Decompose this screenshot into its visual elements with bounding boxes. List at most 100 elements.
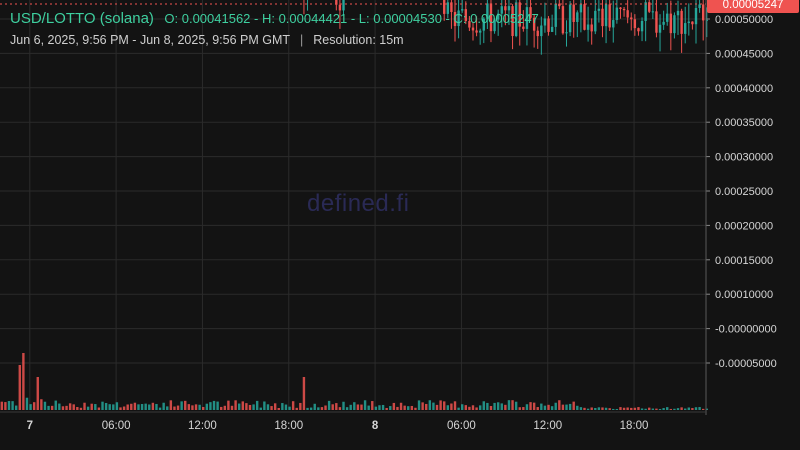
candle-body — [475, 30, 478, 33]
price-axis[interactable]: 0.00050000 0.00045000 0.00040000 0.00035000… — [705, 0, 777, 415]
candle-body — [504, 6, 507, 11]
volume-bar — [309, 407, 313, 410]
volume-bar — [166, 406, 169, 410]
candle-body — [558, 3, 561, 7]
volume-bar — [658, 408, 662, 410]
current-price-line: 0.00005247 — [0, 0, 799, 14]
volume-bar — [299, 402, 302, 410]
volume-bar — [43, 401, 47, 410]
volume-bar — [14, 405, 18, 410]
volume-bar — [324, 405, 327, 410]
volume-bar — [691, 408, 694, 410]
candle-body — [673, 15, 676, 34]
volume-bar — [662, 408, 665, 410]
chart-subheader: Jun 6, 2025, 9:56 PM - Jun 8, 2025, 9:56… — [10, 33, 404, 47]
volume-bar — [622, 407, 626, 410]
volume-bar — [212, 400, 216, 410]
volume-bar — [446, 405, 450, 410]
volume-bar — [554, 402, 557, 410]
volume-bar — [112, 404, 115, 410]
volume-bar — [450, 403, 453, 410]
candle-body — [691, 21, 694, 25]
chart-header: USD/LOTTO (solana) O: 0.00041562 - H: 0.… — [10, 10, 539, 28]
y-tick-label: -0.00000000 — [715, 324, 777, 336]
volume-bar — [435, 404, 439, 410]
volume-bar — [216, 401, 219, 410]
volume-bar — [184, 400, 187, 410]
resolution-label: Resolution: 15m — [313, 33, 404, 47]
candle-body — [496, 13, 500, 20]
candle-body — [601, 8, 604, 27]
volume-bar — [356, 404, 360, 410]
volume-bar — [295, 407, 298, 410]
volume-bar — [122, 406, 126, 410]
volume-bar — [47, 405, 50, 410]
volume-bar — [158, 407, 162, 410]
volume-bar — [637, 407, 640, 410]
candle-body — [461, 9, 464, 11]
volume-bar — [583, 407, 586, 410]
candle-body — [550, 26, 554, 32]
volume-bar — [270, 406, 273, 410]
x-tick-label: 06:00 — [447, 420, 476, 432]
volume-bar — [288, 406, 291, 410]
volume-bar — [417, 400, 421, 410]
volume-bar — [306, 407, 309, 410]
volume-bar — [694, 407, 698, 410]
candle-body — [446, 2, 450, 14]
volume-bar — [140, 404, 144, 410]
volume-bar — [478, 405, 482, 410]
y-tick-label: 0.00045000 — [715, 48, 773, 60]
volume-bar — [482, 401, 485, 410]
volume-bar — [65, 405, 68, 410]
volume-bar — [453, 401, 457, 410]
volume-bar — [500, 403, 503, 410]
candle-body — [576, 12, 579, 22]
candle-body — [540, 25, 543, 37]
watermark-logo: defined.fi — [307, 190, 410, 217]
candle-body — [493, 19, 496, 32]
volume-bar — [407, 406, 410, 410]
volume-bar — [619, 407, 622, 410]
current-price-label: 0.00005247 — [723, 0, 784, 11]
volume-bar — [540, 403, 543, 410]
header-separator: | — [300, 33, 304, 47]
x-tick-label: 8 — [372, 420, 379, 432]
volume-bar — [565, 404, 568, 410]
volume-bar — [464, 405, 467, 410]
volume-bar — [11, 401, 14, 410]
candle-body — [586, 24, 590, 30]
date-range: Jun 6, 2025, 9:56 PM - Jun 8, 2025, 9:56… — [10, 33, 291, 47]
candle-body — [464, 9, 467, 22]
volume-bar — [576, 405, 579, 410]
volume-bar — [104, 403, 108, 410]
volume-bar — [518, 407, 521, 410]
candle-body — [648, 2, 651, 12]
candle-body — [342, 0, 345, 11]
volume-bar — [72, 404, 75, 410]
grid-lines — [0, 0, 706, 410]
y-tick-label: 0.00020000 — [715, 220, 773, 232]
volume-bar — [18, 365, 21, 410]
candle-body — [644, 2, 647, 21]
candle-body — [468, 21, 471, 28]
volume-bar — [349, 404, 352, 410]
time-axis[interactable]: 7 06:00 12:00 18:00 8 06:00 12:00 18:00 — [0, 411, 706, 432]
candle-body — [500, 6, 503, 14]
volume-bar — [162, 402, 165, 410]
candle-body — [680, 10, 683, 34]
volume-bar — [248, 404, 252, 410]
candle-body — [698, 4, 701, 8]
volume-bar — [263, 401, 266, 410]
volume-bar — [302, 377, 306, 410]
volume-bar — [626, 407, 629, 410]
candle-body — [579, 4, 583, 13]
volume-bar — [612, 408, 615, 410]
volume-bar — [29, 404, 32, 410]
volume-bar — [594, 407, 597, 410]
volume-bar — [133, 402, 137, 410]
volume-bar — [572, 401, 575, 410]
volume-bar — [130, 403, 133, 410]
volume-bar — [0, 401, 3, 410]
